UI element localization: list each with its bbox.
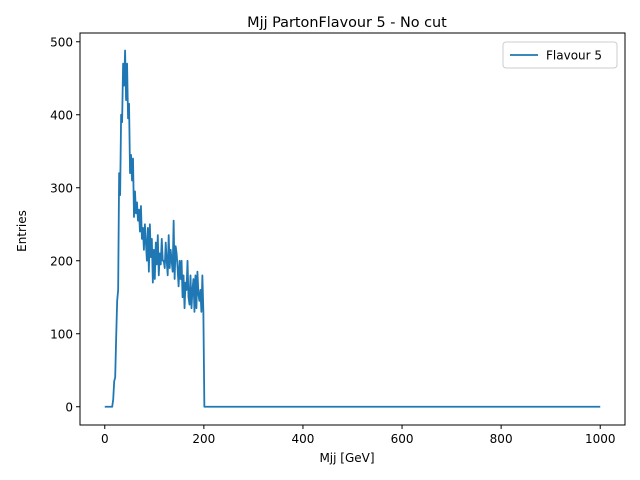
x-axis-label: Mjj [GeV] [319,451,374,465]
y-axis-label: Entries [15,210,29,252]
y-tick-label: 100 [50,327,73,341]
x-tick-label: 600 [391,432,414,446]
legend-box [502,41,618,69]
chart-title: Mjj PartonFlavour 5 - No cut [247,15,447,31]
plot-area [79,32,626,426]
y-axis: 0 100 200 300 400 500 [50,35,80,414]
x-tick-label: 0 [101,432,109,446]
y-tick-label: 500 [50,35,73,49]
y-tick-label: 400 [50,108,73,122]
x-tick-label: 1000 [585,432,616,446]
x-axis: 0 200 400 600 800 1000 [101,425,616,446]
y-tick-label: 300 [50,181,73,195]
legend-label: Flavour 5 [546,49,602,63]
x-tick-label: 800 [490,432,513,446]
series-line-0 [104,49,601,408]
y-tick-label: 0 [65,400,73,414]
plot-frame [79,32,626,426]
x-tick-label: 200 [192,432,215,446]
legend: Flavour 5 [502,41,618,69]
y-tick-label: 200 [50,254,73,268]
x-tick-label: 400 [292,432,315,446]
